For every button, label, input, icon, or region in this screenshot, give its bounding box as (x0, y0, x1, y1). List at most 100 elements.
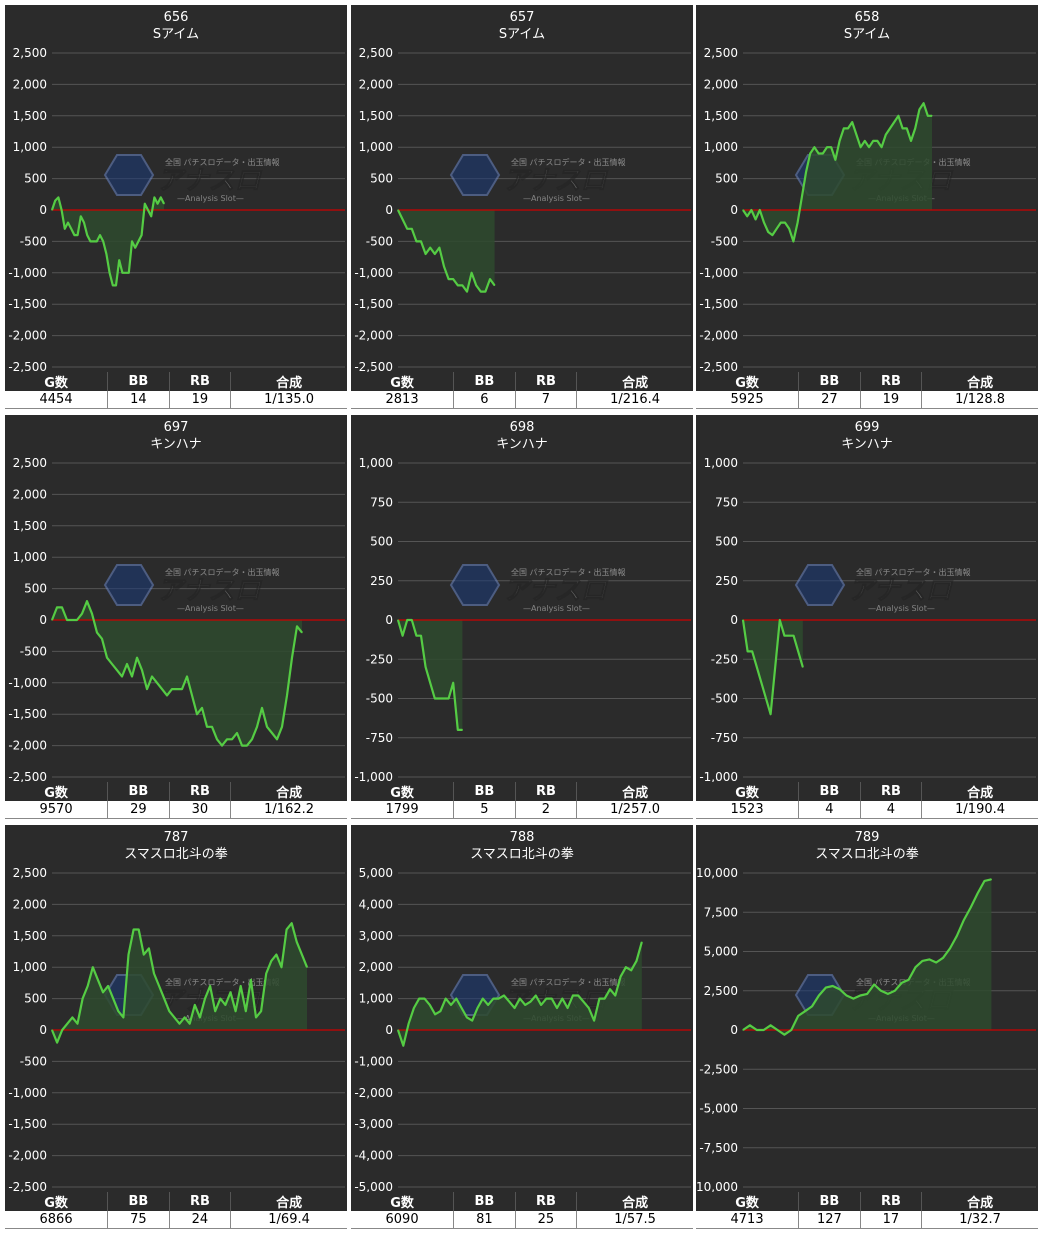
data-point (508, 1001, 510, 1003)
data-point (484, 291, 486, 293)
data-point (133, 928, 135, 931)
line-chart: 2,500 2,000 1,500 1,000 500 0 -500 -1,000 -1,500… (8, 456, 345, 784)
data-point (219, 998, 221, 1000)
stats-table: G数 BB RB 合成 4454 14 19 1/135.0 (5, 372, 347, 409)
series-line (50, 196, 165, 287)
data-point (551, 998, 553, 1000)
data-point (64, 228, 66, 230)
data-point (306, 966, 308, 968)
data-point (885, 134, 887, 136)
stats-value-g: 4713 (696, 1211, 799, 1229)
data-point (71, 619, 73, 621)
data-point (245, 1010, 247, 1012)
stats-header-bb: BB (798, 1192, 861, 1211)
data-point (931, 115, 933, 117)
data-point (109, 272, 111, 274)
stats-header-bb: BB (107, 1192, 170, 1211)
stats-header-combined: 合成 (921, 372, 1038, 391)
stats-value-rb: 7 (514, 391, 577, 409)
y-tick-label: 4,000 (359, 897, 393, 911)
stats-value-rb: 19 (168, 391, 231, 409)
data-point (296, 625, 298, 627)
y-tick-label: -750 (711, 731, 738, 745)
y-tick-label: 0 (730, 203, 738, 217)
data-point (572, 994, 574, 997)
data-point (411, 228, 413, 230)
data-point (81, 613, 83, 615)
stats-value-bb: 14 (107, 391, 170, 409)
data-point (425, 666, 427, 668)
data-point (61, 1029, 63, 1031)
stats-header-rb: RB (859, 1192, 922, 1211)
machine-number: 788 (509, 830, 535, 845)
series-line (741, 618, 804, 716)
data-point (184, 1016, 186, 1018)
y-tick-label: -2,500 (699, 360, 738, 374)
y-tick-label: 1,000 (704, 140, 738, 154)
data-point (443, 697, 445, 700)
data-point (832, 985, 834, 987)
data-point (593, 1020, 595, 1022)
data-point (194, 1004, 196, 1006)
y-tick-label: -1,000 (699, 770, 738, 784)
line-chart: 2,500 2,000 1,500 1,000 500 0 -500 -1,000 -1,500… (699, 46, 1036, 374)
data-point (105, 253, 107, 255)
y-tick-label: 1,000 (704, 456, 738, 470)
y-tick-label: -2,500 (8, 360, 47, 374)
stats-value-rb: 2 (514, 801, 577, 819)
data-point (784, 222, 786, 224)
data-point (158, 985, 160, 987)
data-point (236, 732, 238, 734)
y-tick-label: 500 (24, 582, 47, 596)
y-tick-label: -2,000 (699, 329, 738, 343)
data-point (224, 1004, 226, 1006)
data-point (880, 990, 882, 992)
data-point (588, 1007, 590, 1009)
y-tick-label: 10,000 (696, 866, 738, 880)
stats-header-bb: BB (453, 1192, 516, 1211)
data-point (804, 1010, 806, 1012)
data-point (963, 919, 965, 921)
stats-value-combined: 1/135.0 (230, 391, 347, 409)
y-tick-label: 7,500 (704, 905, 738, 919)
chart-header: 698 キンハナ (351, 419, 693, 453)
data-point (83, 222, 85, 224)
y-tick-label: -1,000 (354, 770, 393, 784)
data-point (250, 979, 252, 981)
data-point (609, 988, 611, 990)
data-point (471, 272, 473, 274)
data-point (199, 1016, 201, 1018)
data-point (270, 960, 272, 962)
machine-name: スマスロ北斗の拳 (470, 847, 574, 862)
data-point (191, 694, 193, 696)
data-point (143, 954, 145, 956)
y-tick-label: 1,000 (359, 992, 393, 1006)
data-point (122, 1016, 124, 1018)
stats-value-rb: 24 (168, 1211, 231, 1229)
data-point (173, 1016, 175, 1018)
hexagon-logo-icon (794, 564, 846, 606)
data-point (296, 941, 298, 943)
chart-panel: 656 Sアイム 2,500 2,000 1,500 1,000 500 0 -500 -1,00… (5, 5, 347, 409)
data-point (168, 1010, 170, 1012)
stats-header-combined: 合成 (576, 1192, 693, 1211)
y-tick-label: -5,000 (699, 1102, 738, 1116)
data-point (127, 954, 130, 956)
data-point (630, 969, 632, 971)
chart-panel: 787 スマスロ北斗の拳 2,500 2,000 1,500 1,000 500 0 -500 -… (5, 825, 347, 1229)
data-point (908, 979, 910, 981)
y-tick-label: 1,500 (13, 109, 47, 123)
data-point (755, 218, 757, 220)
line-chart: 2,500 2,000 1,500 1,000 500 0 -500 -1,000 -1,500… (8, 866, 345, 1194)
data-point (413, 1007, 415, 1009)
line-chart: 1,000 750 500 250 0 -250 -500 -750 -1,000 全国 パチスロ… (354, 456, 691, 784)
data-point (760, 682, 762, 684)
data-point (153, 972, 155, 975)
data-point (408, 1023, 410, 1025)
data-point (209, 985, 211, 987)
stats-header-rb: RB (514, 1192, 577, 1211)
data-point (131, 675, 133, 678)
y-tick-label: 500 (715, 535, 738, 549)
data-point (742, 1029, 744, 1031)
